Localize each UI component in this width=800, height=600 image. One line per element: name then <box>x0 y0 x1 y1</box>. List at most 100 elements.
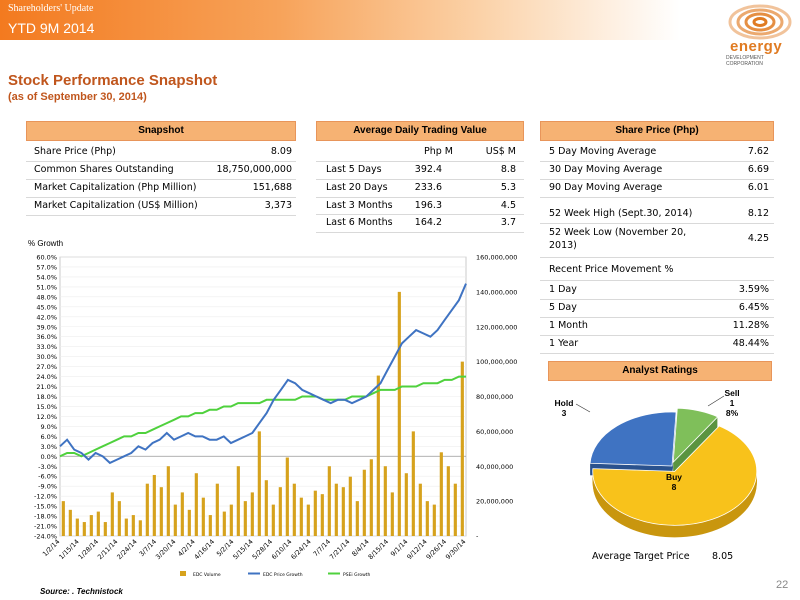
divider <box>26 197 296 198</box>
movement-row: 1 Month 11.28% <box>549 320 769 336</box>
pie-label: 8 <box>672 482 677 492</box>
trading-row-php: 164.2 <box>414 217 442 228</box>
volume-bar <box>124 518 128 536</box>
trading-row-usd: 3.7 <box>500 217 516 228</box>
x-tick-label: 2/11/14 <box>96 538 119 561</box>
trading-row-php: 233.6 <box>414 182 442 193</box>
target-price-value: 8.05 <box>712 551 742 567</box>
y2-tick-label: 120,000,000 <box>476 323 517 331</box>
divider <box>316 161 524 162</box>
divider <box>26 161 296 162</box>
legend-swatch <box>180 571 186 576</box>
y-tick-label: 42.0% <box>36 313 57 321</box>
trading-row-label: Last 6 Months <box>326 217 393 228</box>
volume-bar <box>138 520 142 536</box>
logo-word: energy <box>730 38 783 55</box>
trading-row-label: Last 5 Days <box>326 164 382 175</box>
y-tick-label: -21.0% <box>34 523 57 531</box>
target-price-label: Average Target Price <box>592 551 702 567</box>
movement-row-label: 5 Day <box>549 302 577 313</box>
volume-bar <box>215 483 219 536</box>
x-tick-label: 5/28/14 <box>251 538 274 561</box>
y2-tick-label: 140,000,000 <box>476 288 517 296</box>
x-tick-label: 1/28/14 <box>77 538 100 561</box>
psei-growth-line <box>59 375 466 458</box>
snapshot-row-value: 151,688 <box>252 182 292 193</box>
volume-bar <box>425 501 429 536</box>
target-price-value-text: 8.05 <box>712 551 734 562</box>
volume-bar <box>383 466 387 536</box>
volume-bar <box>96 511 100 536</box>
movement-row: 1 Day 3.59% <box>549 284 769 300</box>
snapshot-row: Share Price (Php) 8.09 <box>34 146 292 162</box>
analyst-heading: Analyst Ratings <box>548 361 772 381</box>
share-price-row-value: 7.62 <box>747 146 769 157</box>
volume-bar <box>313 490 317 536</box>
volume-bar <box>257 431 261 536</box>
movement-row: 5 Day 6.45% <box>549 302 769 318</box>
target-price-label-text: Average Target Price <box>592 551 690 562</box>
edc-price-growth-line <box>59 283 467 465</box>
volume-bar <box>208 515 212 536</box>
divider <box>540 197 774 198</box>
x-tick-label: 4/16/14 <box>193 538 216 561</box>
volume-bar <box>229 504 233 536</box>
movement-heading-label: Recent Price Movement % <box>549 264 674 275</box>
x-tick-label: 3/20/14 <box>154 538 177 561</box>
page-number: 22 <box>776 579 789 591</box>
trading-row-usd: 8.8 <box>500 164 516 175</box>
divider <box>316 179 524 180</box>
volume-bar <box>103 522 107 536</box>
volume-bar <box>348 476 352 536</box>
trading-row-php: 196.3 <box>414 200 442 211</box>
divider <box>540 353 774 354</box>
y-axis-label: % Growth <box>28 239 63 248</box>
page-subtitle: (as of September 30, 2014) <box>8 91 147 103</box>
volume-bar <box>446 466 450 536</box>
y2-tick-label: 40,000,000 <box>476 463 513 471</box>
pie-slice-sell <box>672 407 719 464</box>
volume-bar <box>390 492 394 536</box>
movement-row-value: 48.44% <box>732 338 769 349</box>
divider <box>540 299 774 300</box>
y-tick-label: 0.0% <box>40 453 57 461</box>
snapshot-row-value: 8.09 <box>270 146 292 157</box>
source-note: Source: . Technistock <box>40 587 123 596</box>
volume-bar <box>306 504 310 536</box>
snapshot-row-label: Common Shares Outstanding <box>34 164 174 175</box>
volume-bar <box>327 466 331 536</box>
pie-label: 3 <box>562 408 567 418</box>
y-tick-label: -3.0% <box>38 463 57 471</box>
y-tick-label: -9.0% <box>38 483 57 491</box>
y-tick-label: -24.0% <box>34 533 57 541</box>
pie-label: 1 <box>730 398 735 408</box>
divider <box>316 214 524 215</box>
y-tick-label: 15.0% <box>36 403 57 411</box>
movement-row: 1 Year 48.44% <box>549 338 769 354</box>
x-tick-label: 2/24/14 <box>115 538 138 561</box>
y2-tick-label: 20,000,000 <box>476 498 513 506</box>
x-tick-label: 8/15/14 <box>367 538 390 561</box>
share-price-row-value: 6.01 <box>747 182 769 193</box>
divider <box>540 179 774 180</box>
y-tick-label: 27.0% <box>36 363 57 371</box>
y-tick-label: 30.0% <box>36 353 57 361</box>
volume-bar <box>397 291 401 536</box>
pie-label: Buy <box>666 472 682 482</box>
y2-tick-label: 80,000,000 <box>476 393 513 401</box>
trading-row-php: 392.4 <box>414 164 442 175</box>
y-tick-label: -18.0% <box>34 513 57 521</box>
snapshot-row: Market Capitalization (US$ Million) 3,37… <box>34 200 292 216</box>
movement-row-value: 6.45% <box>738 302 769 313</box>
volume-bar <box>159 487 163 536</box>
movement-row-label: 1 Month <box>549 320 588 331</box>
volume-bar <box>460 361 464 536</box>
share-price-row-label: 5 Day Moving Average <box>549 146 657 157</box>
share-price-row-value: 8.12 <box>747 208 769 219</box>
movement-row-value: 3.59% <box>738 284 769 295</box>
x-tick-label: 9/26/14 <box>425 538 448 561</box>
volume-bar <box>362 469 366 536</box>
x-tick-label: 9/12/14 <box>405 538 428 561</box>
divider <box>316 232 524 233</box>
